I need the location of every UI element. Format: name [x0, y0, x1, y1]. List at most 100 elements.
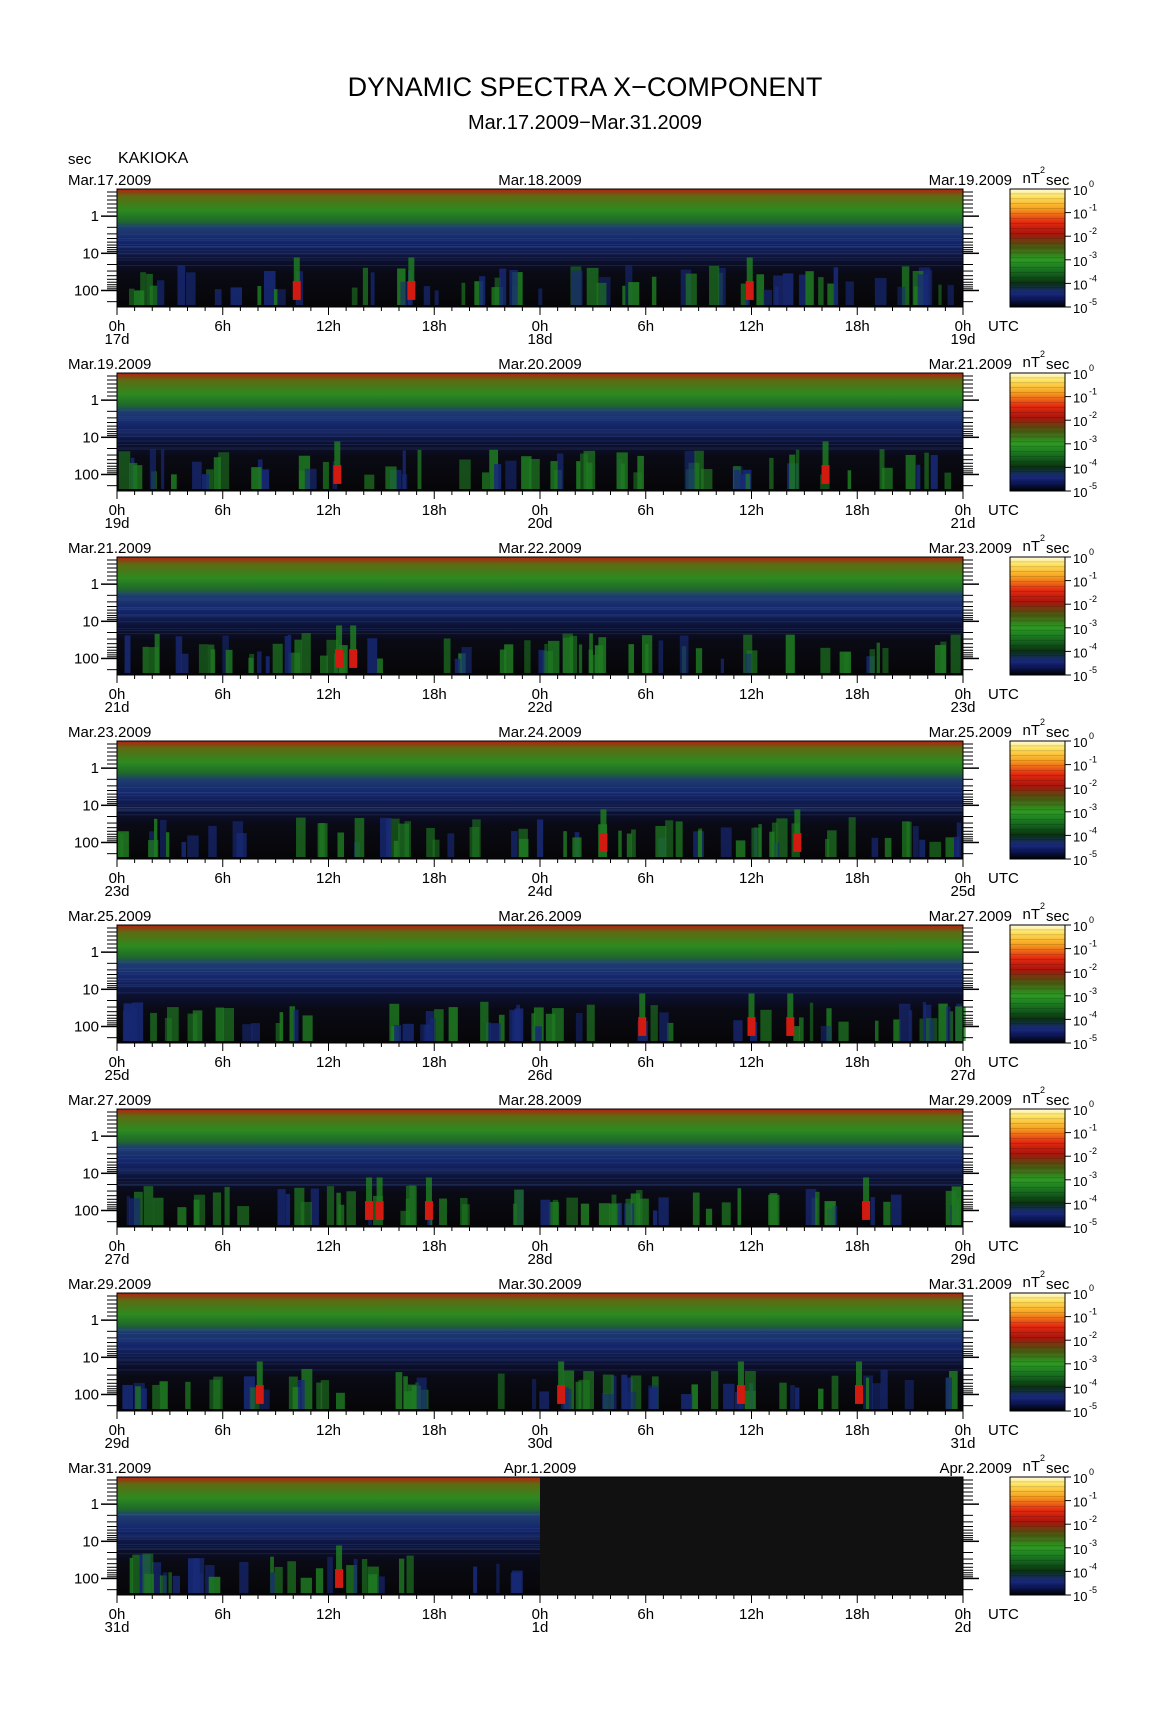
- x-tick-label: 12h: [739, 1238, 764, 1255]
- noise-band: [117, 1340, 963, 1342]
- activity-patch: [739, 474, 749, 489]
- x-tick-label: 12h: [739, 1422, 764, 1439]
- x-tick-label: 6h: [214, 686, 231, 703]
- colorbar-unit-label: nT: [1022, 1274, 1040, 1291]
- activity-patch: [665, 820, 674, 857]
- colorbar: [1009, 188, 1066, 308]
- activity-patch: [901, 821, 910, 857]
- colorbar-tick-exponent: -1: [1089, 387, 1097, 397]
- activity-patch: [795, 1387, 800, 1409]
- x-tick-label: 0h: [109, 1606, 126, 1623]
- activity-patch: [904, 1379, 914, 1409]
- activity-patch: [825, 839, 830, 857]
- noise-band: [117, 1355, 963, 1357]
- y-tick-label: 100: [74, 1570, 99, 1587]
- activity-patch: [395, 1372, 403, 1409]
- x-tick-label: 12h: [739, 686, 764, 703]
- activity-patch: [953, 836, 960, 857]
- activity-patch: [815, 1191, 820, 1225]
- activity-patch: [929, 841, 942, 857]
- x-tick-label: 0h: [109, 318, 126, 335]
- noise-band: [117, 633, 963, 635]
- activity-patch: [625, 1198, 633, 1225]
- activity-patch: [293, 1009, 299, 1041]
- activity-patch: [919, 1018, 925, 1041]
- x-tick-label: 0h: [532, 870, 549, 887]
- red-event-mark: [862, 1201, 871, 1220]
- activity-patch: [566, 1197, 578, 1225]
- x-tick-label: 18h: [422, 1422, 447, 1439]
- activity-patch: [377, 658, 383, 673]
- activity-patch: [893, 1019, 901, 1041]
- noise-band: [117, 809, 963, 811]
- activity-patch: [758, 824, 762, 857]
- activity-patch: [923, 270, 933, 305]
- x-unit-label: UTC: [988, 1606, 1019, 1623]
- x-tick-label: 18h: [845, 686, 870, 703]
- activity-patch: [882, 647, 889, 673]
- colorbar-unit-label: nT: [1022, 722, 1040, 739]
- x-tick-label: 12h: [316, 1422, 341, 1439]
- noise-band: [117, 409, 963, 411]
- activity-patch: [274, 1566, 283, 1593]
- event-column: [856, 1361, 863, 1400]
- noise-band: [117, 967, 963, 969]
- x-tick-label: 0h: [532, 1238, 549, 1255]
- colorbar-tick-label: 10: [1073, 1518, 1087, 1533]
- activity-patch: [496, 1563, 500, 1593]
- x-tick-label: 12h: [316, 870, 341, 887]
- day-label: 28d: [527, 1251, 552, 1268]
- activity-patch: [628, 282, 640, 305]
- event-column: [863, 1177, 870, 1216]
- activity-patch: [580, 1203, 590, 1225]
- activity-patch: [659, 1012, 669, 1041]
- colorbar-tick-label: 10: [1073, 1381, 1087, 1396]
- noise-band: [117, 1181, 963, 1183]
- activity-patch: [950, 634, 961, 673]
- panel-date-left: Mar.27.2009: [68, 1092, 151, 1109]
- colorbar-tick-exponent: -2: [1089, 410, 1097, 420]
- activity-patch: [411, 1385, 421, 1409]
- activity-patch: [776, 818, 788, 857]
- activity-patch: [575, 1381, 582, 1409]
- y-tick-label: 100: [74, 282, 99, 299]
- activity-patch: [405, 1185, 417, 1225]
- day-label: 24d: [527, 883, 552, 900]
- activity-patch: [310, 1188, 319, 1225]
- colorbar-tick-exponent: -5: [1089, 1585, 1097, 1595]
- activity-patch: [434, 1009, 444, 1041]
- x-tick-label: 6h: [637, 1606, 654, 1623]
- activity-patch: [751, 827, 762, 857]
- colorbar-unit-label: nT: [1022, 538, 1040, 555]
- activity-patch: [439, 1198, 447, 1225]
- activity-patch: [635, 1189, 643, 1225]
- day-label: 22d: [527, 699, 552, 716]
- noise-band: [117, 238, 963, 240]
- activity-patch: [131, 1002, 144, 1041]
- activity-patch: [872, 1383, 882, 1409]
- x-tick-label: 18h: [422, 686, 447, 703]
- noise-band: [117, 1360, 963, 1362]
- colorbar-tick-label: 10: [1073, 829, 1087, 844]
- event-column: [376, 1177, 383, 1216]
- x-tick-label: 6h: [214, 1238, 231, 1255]
- spectrum-panel: Mar.29.2009 Mar.30.2009 Mar.31.2009 nT 2sec1…: [68, 1269, 1097, 1452]
- x-tick-label: 0h: [955, 1606, 972, 1623]
- activity-patch: [769, 831, 775, 857]
- noise-band: [117, 431, 963, 433]
- activity-patch: [460, 1197, 468, 1225]
- activity-patch: [148, 840, 159, 857]
- activity-patch: [805, 271, 814, 305]
- activity-patch: [129, 462, 138, 489]
- activity-patch: [294, 1187, 305, 1225]
- activity-patch: [170, 474, 177, 489]
- y-tick-label: 1: [91, 1496, 99, 1513]
- activity-patch: [416, 1377, 427, 1409]
- x-tick-label: 12h: [739, 318, 764, 335]
- red-event-mark: [557, 1385, 566, 1404]
- colorbar-tick-exponent: -4: [1089, 457, 1097, 467]
- event-column: [558, 1361, 565, 1400]
- colorbar-tick-label: 10: [1073, 1405, 1087, 1420]
- activity-patch: [270, 1572, 275, 1593]
- activity-patch: [370, 272, 375, 305]
